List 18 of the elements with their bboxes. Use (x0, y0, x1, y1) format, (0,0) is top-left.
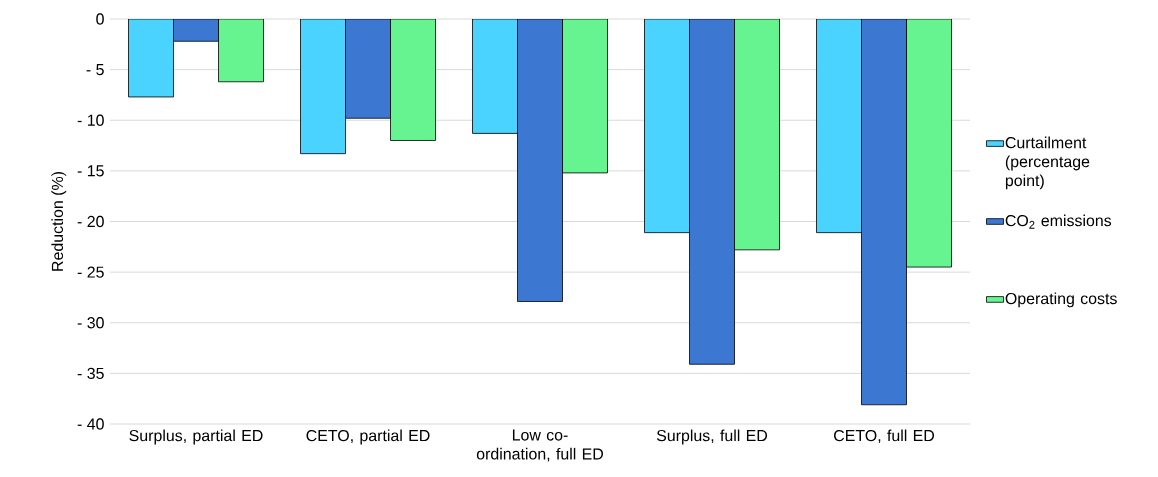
x-tick-label: CETO, full ED (834, 429, 935, 444)
y-tick-label: - 15 (77, 165, 104, 177)
x-tick-label: CETO, partial ED (306, 429, 430, 445)
y-tick-label: - 5 (86, 64, 104, 76)
x-tick-label: Low co-ordination, full ED (476, 429, 603, 462)
y-tick-label: - 20 (77, 215, 104, 228)
legend-label: Curtailment (percentage point) (1005, 136, 1090, 190)
x-tick-label: Surplus, full ED (656, 429, 768, 445)
y-tick-label: 0 (96, 13, 104, 25)
legend-label: CO$_{2}$ emissions (1005, 214, 1112, 229)
y-axis-title: Reduction (%) (51, 172, 67, 271)
legend-label: Operating costs (1005, 292, 1117, 308)
y-tick-label: - 10 (77, 114, 104, 126)
y-tick-label: - 35 (77, 367, 104, 380)
y-tick-label: - 40 (77, 418, 104, 430)
x-tick-label: Surplus, partial ED (129, 429, 263, 445)
y-tick-label: - 25 (77, 266, 104, 278)
y-tick-label: - 30 (77, 317, 104, 329)
